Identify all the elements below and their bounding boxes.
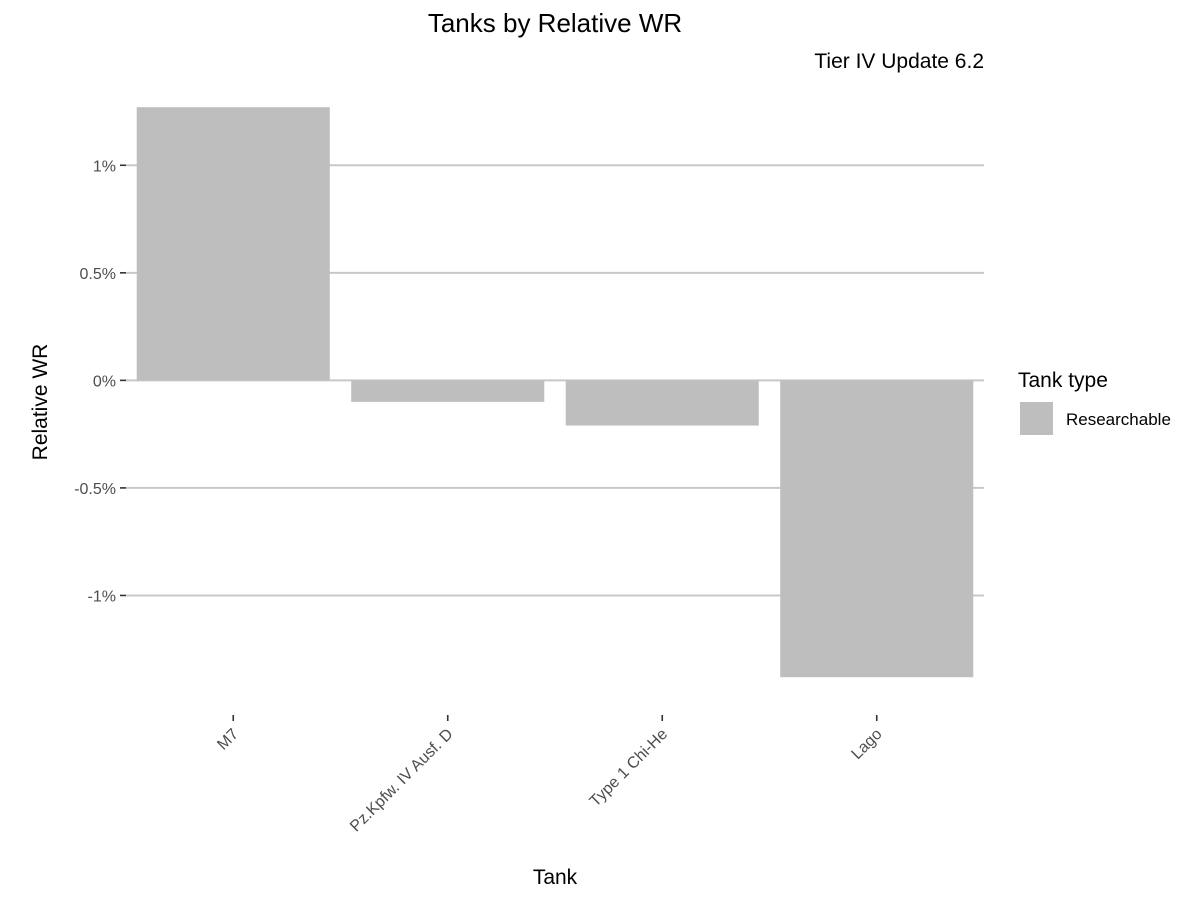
legend: Tank type Researchable bbox=[1018, 369, 1171, 435]
y-tick-label: -0.5% bbox=[74, 481, 116, 498]
y-axis: 1% 0.5% 0% -0.5% -1% bbox=[74, 158, 126, 605]
bar bbox=[351, 380, 545, 402]
y-tick-label: 0.5% bbox=[80, 266, 116, 283]
x-axis-title: Tank bbox=[533, 866, 578, 889]
chart-subtitle: Tier IV Update 6.2 bbox=[814, 50, 984, 73]
bar bbox=[565, 380, 759, 426]
x-tick-label: Pz.Kpfw. IV Ausf. D bbox=[347, 726, 456, 835]
bar bbox=[780, 380, 974, 678]
legend-title: Tank type bbox=[1018, 369, 1108, 392]
bars-layer bbox=[136, 107, 974, 678]
bar bbox=[136, 107, 330, 381]
y-tick-label: 0% bbox=[93, 373, 116, 390]
y-axis-title: Relative WR bbox=[29, 344, 52, 461]
y-tick-label: 1% bbox=[93, 158, 116, 175]
x-axis: M7 Pz.Kpfw. IV Ausf. D Type 1 Chi-He Lago bbox=[214, 715, 886, 835]
x-tick-label: M7 bbox=[214, 726, 242, 754]
legend-label-researchable: Researchable bbox=[1066, 410, 1171, 429]
y-tick-label: -1% bbox=[88, 588, 116, 605]
chart-title: Tanks by Relative WR bbox=[428, 8, 682, 38]
x-tick-label: Lago bbox=[848, 726, 885, 763]
legend-key-researchable bbox=[1020, 402, 1053, 435]
x-tick-label: Type 1 Chi-He bbox=[587, 726, 671, 810]
